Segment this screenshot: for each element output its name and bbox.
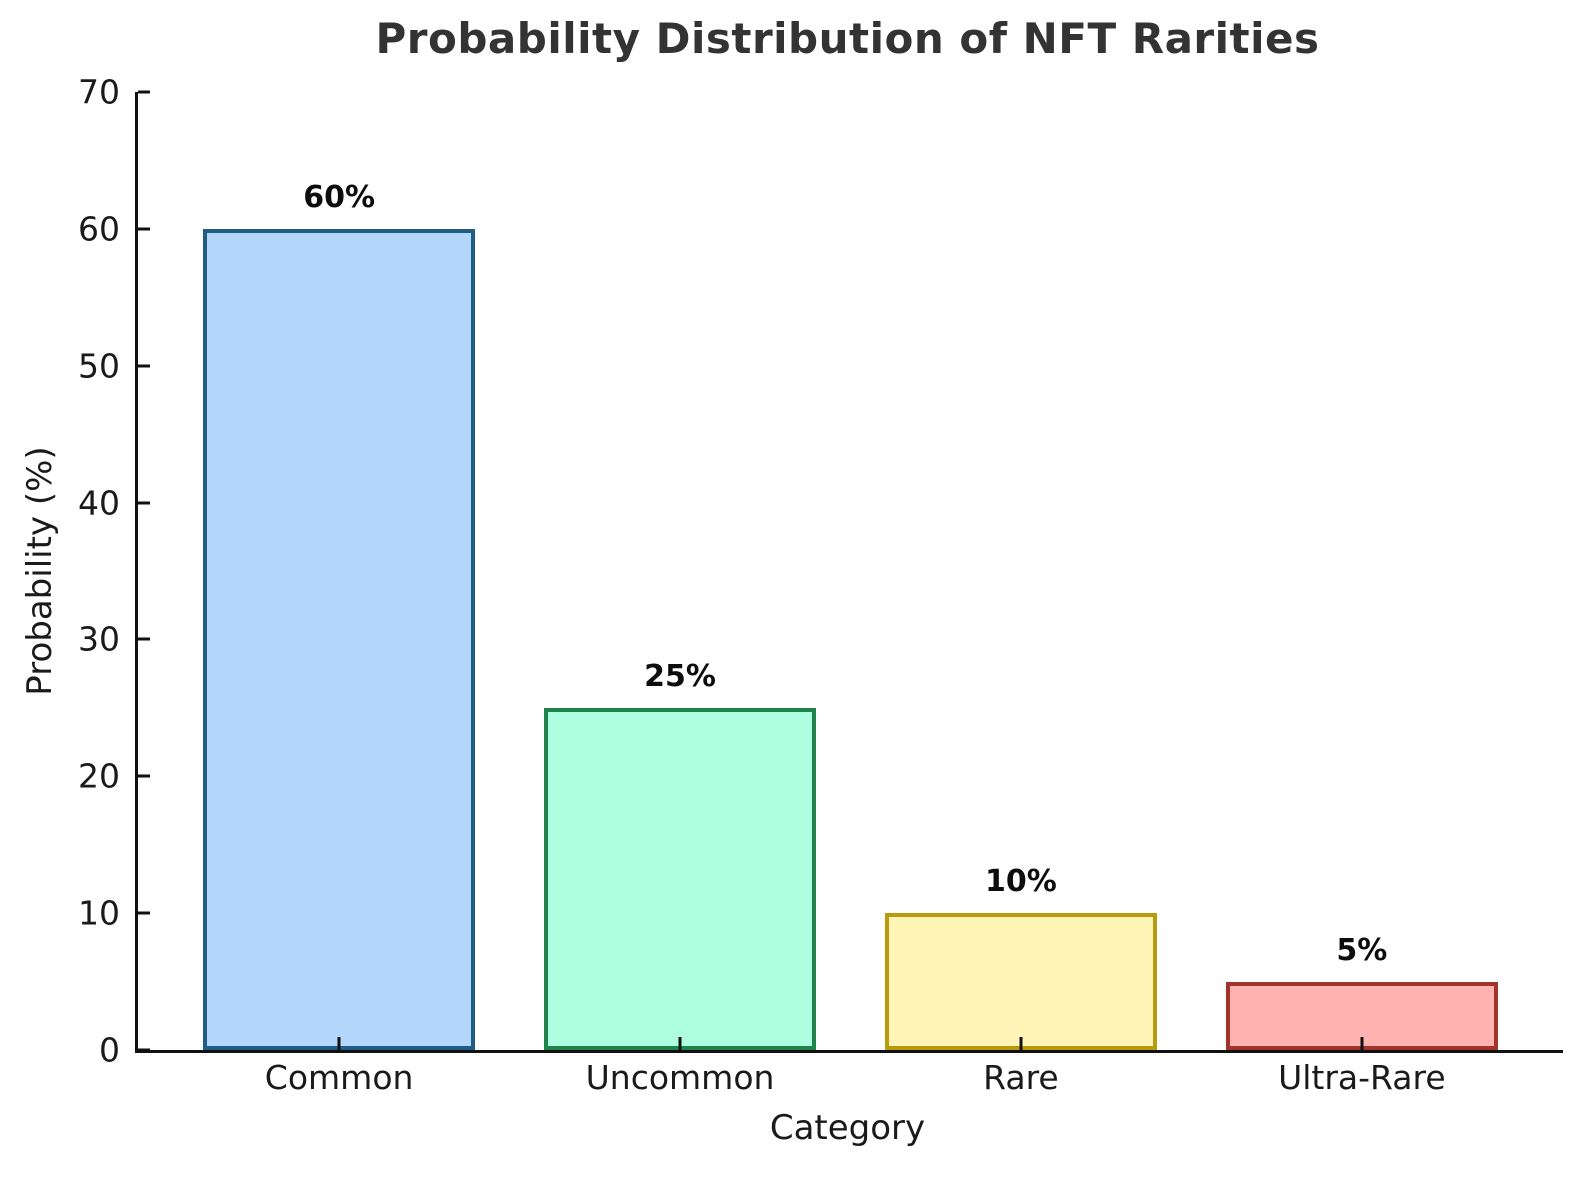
x-tick-label-uncommon: Uncommon [585, 1058, 775, 1097]
bar-common [202, 228, 476, 1050]
x-tick-uncommon [678, 1037, 682, 1050]
y-tick-0 [138, 1048, 150, 1052]
x-tick-label-common: Common [264, 1058, 414, 1097]
plot-area: 60% Common 25% Uncommon 10% Rare 5% Ultra-Rare 0… [78, 73, 1563, 1097]
y-tick-30 [138, 637, 150, 641]
bar-value-label-common: 60% [303, 179, 376, 215]
y-tick-10 [138, 911, 150, 915]
y-tick-label-20: 20 [78, 756, 120, 796]
y-tick-60 [138, 227, 150, 231]
y-tick-label-70: 70 [78, 72, 120, 112]
x-tick-label-ultra-rare: Ultra-Rare [1278, 1058, 1446, 1097]
bar-rare [884, 913, 1158, 1050]
bar-uncommon [543, 707, 817, 1050]
x-tick-ultra-rare [1360, 1037, 1364, 1050]
x-axis-label: Category [769, 1108, 926, 1148]
bar-value-label-rare: 10% [985, 864, 1057, 900]
chart-title: Probability Distribution of NFT Rarities [375, 14, 1320, 63]
y-tick-label-0: 0 [99, 1030, 120, 1070]
y-tick-label-50: 50 [78, 346, 120, 386]
x-tick-label-rare: Rare [983, 1058, 1059, 1097]
y-tick-20 [138, 774, 150, 778]
y-tick-label-40: 40 [78, 483, 120, 523]
y-tick-40 [138, 501, 150, 505]
y-tick-label-60: 60 [78, 209, 120, 249]
x-tick-rare [1019, 1037, 1023, 1050]
y-tick-70 [138, 90, 150, 94]
y-tick-label-10: 10 [78, 893, 120, 933]
bar-value-label-uncommon: 25% [644, 658, 716, 694]
y-tick-50 [138, 364, 150, 368]
y-tick-label-30: 30 [78, 619, 120, 659]
bar-value-label-ultra-rare: 5% [1336, 932, 1388, 968]
x-tick-common [337, 1037, 341, 1050]
